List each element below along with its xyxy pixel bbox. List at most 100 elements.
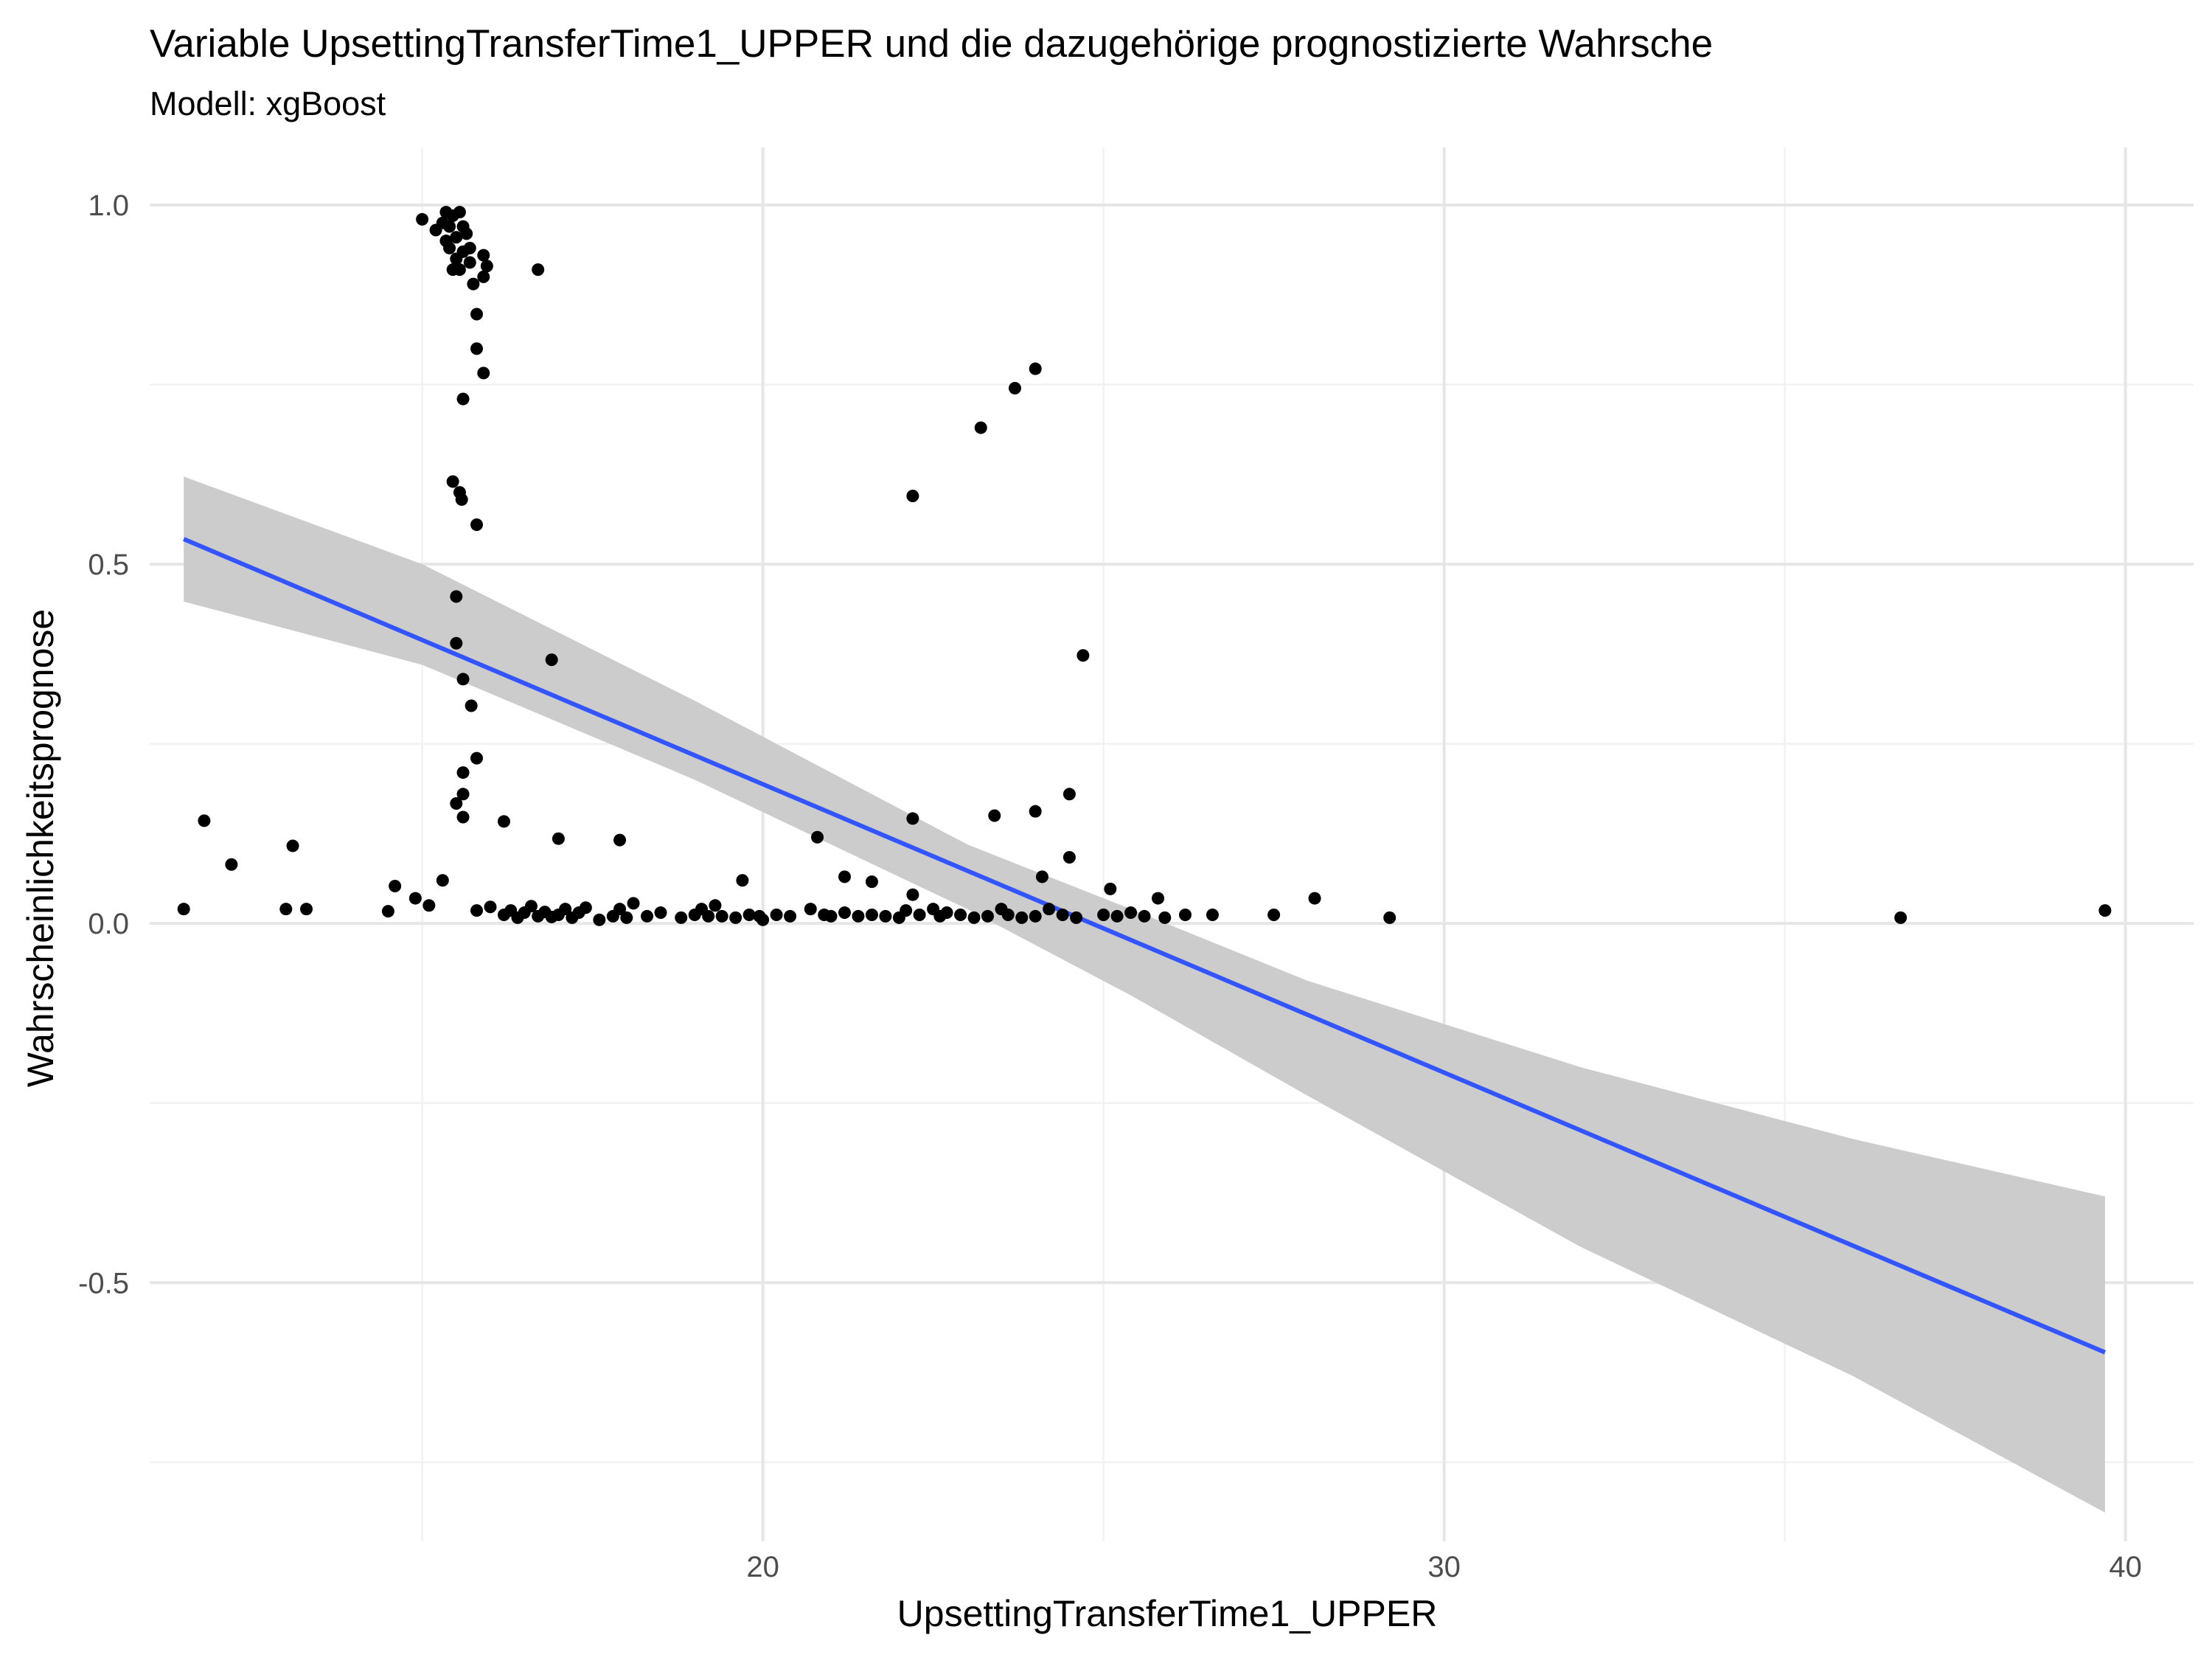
y-tick-label: 0.0 <box>88 908 129 940</box>
data-point <box>736 874 749 887</box>
data-point <box>906 888 919 901</box>
x-axis-tick-labels: 20 30 40 <box>746 1551 2142 1583</box>
data-point <box>477 367 490 380</box>
data-point <box>804 903 817 916</box>
data-point <box>1206 908 1219 921</box>
data-point <box>477 270 490 283</box>
data-point <box>1104 882 1117 895</box>
regression-fit-line <box>183 537 2107 1355</box>
regression-line <box>183 537 2107 1355</box>
data-point <box>456 788 470 801</box>
y-axis-label: Wahrscheinlichkeitsprognose <box>20 609 61 1087</box>
data-point <box>477 249 490 262</box>
data-point <box>456 245 470 258</box>
data-point <box>654 906 667 920</box>
data-point <box>497 815 510 828</box>
data-point <box>1383 911 1397 924</box>
data-point <box>559 903 572 916</box>
x-axis-label: UpsettingTransferTime1_UPPER <box>897 1593 1438 1634</box>
data-point <box>1015 911 1029 924</box>
data-point <box>225 858 238 871</box>
y-tick-label: -0.5 <box>78 1267 129 1299</box>
data-point <box>1056 908 1069 921</box>
data-point <box>627 897 640 910</box>
data-point <box>1077 649 1090 662</box>
data-point <box>300 903 313 916</box>
data-point <box>784 909 797 923</box>
data-point <box>456 673 470 686</box>
data-point <box>453 206 466 219</box>
data-point <box>1062 851 1076 864</box>
data-point <box>1097 908 1110 921</box>
data-point <box>865 908 878 921</box>
data-point <box>838 870 851 883</box>
data-point <box>1029 805 1042 818</box>
data-point <box>1001 908 1015 921</box>
data-point <box>865 875 878 889</box>
data-point <box>455 493 468 506</box>
data-point <box>838 906 851 920</box>
data-point <box>456 766 470 780</box>
data-point <box>460 227 473 240</box>
data-point <box>450 796 463 810</box>
data-point <box>450 636 463 650</box>
data-point <box>443 241 456 254</box>
data-point <box>456 810 470 824</box>
data-point <box>1158 911 1172 924</box>
data-point <box>470 518 484 531</box>
data-point <box>408 892 422 905</box>
data-point <box>286 839 299 853</box>
data-point <box>456 392 470 406</box>
data-point <box>1070 911 1083 924</box>
data-point <box>1124 906 1138 920</box>
data-point <box>1110 909 1124 923</box>
data-point <box>742 908 756 921</box>
data-point <box>1043 903 1056 916</box>
data-point <box>879 909 892 923</box>
x-tick-label: 40 <box>2109 1551 2142 1583</box>
data-point <box>545 653 558 667</box>
data-point <box>954 908 967 921</box>
data-point <box>757 913 770 926</box>
data-point <box>470 904 484 917</box>
data-point <box>988 809 1001 822</box>
data-point <box>450 590 463 603</box>
data-point <box>463 256 476 269</box>
data-point <box>1267 908 1281 921</box>
data-point <box>470 751 484 765</box>
data-point <box>422 899 436 912</box>
y-axis-tick-labels: 1.0 0.5 0.0 -0.5 <box>78 190 129 1299</box>
data-point <box>1894 911 1907 924</box>
data-point <box>2098 904 2112 917</box>
data-point <box>1029 909 1042 923</box>
data-point <box>579 901 592 914</box>
data-point <box>1062 788 1076 801</box>
data-point <box>824 909 838 923</box>
x-tick-label: 30 <box>1427 1551 1461 1583</box>
data-point <box>416 212 429 226</box>
data-point <box>446 475 459 488</box>
data-point <box>436 874 449 887</box>
data-point <box>450 231 463 244</box>
data-point <box>1152 892 1165 905</box>
data-point <box>552 832 565 845</box>
data-point <box>443 220 456 233</box>
data-point <box>913 908 926 921</box>
data-point <box>480 260 493 273</box>
scatter-points <box>177 206 2112 926</box>
data-point <box>1308 892 1321 905</box>
chart-subtitle: Modell: xgBoost <box>150 85 386 122</box>
data-point <box>715 909 728 923</box>
data-point <box>811 830 824 844</box>
y-tick-label: 1.0 <box>88 190 129 222</box>
confidence-band <box>184 476 2105 1513</box>
data-point <box>1178 908 1192 921</box>
data-point <box>467 277 480 291</box>
data-point <box>465 699 478 712</box>
data-point <box>967 911 981 924</box>
data-point <box>709 899 722 912</box>
data-point <box>729 911 742 924</box>
